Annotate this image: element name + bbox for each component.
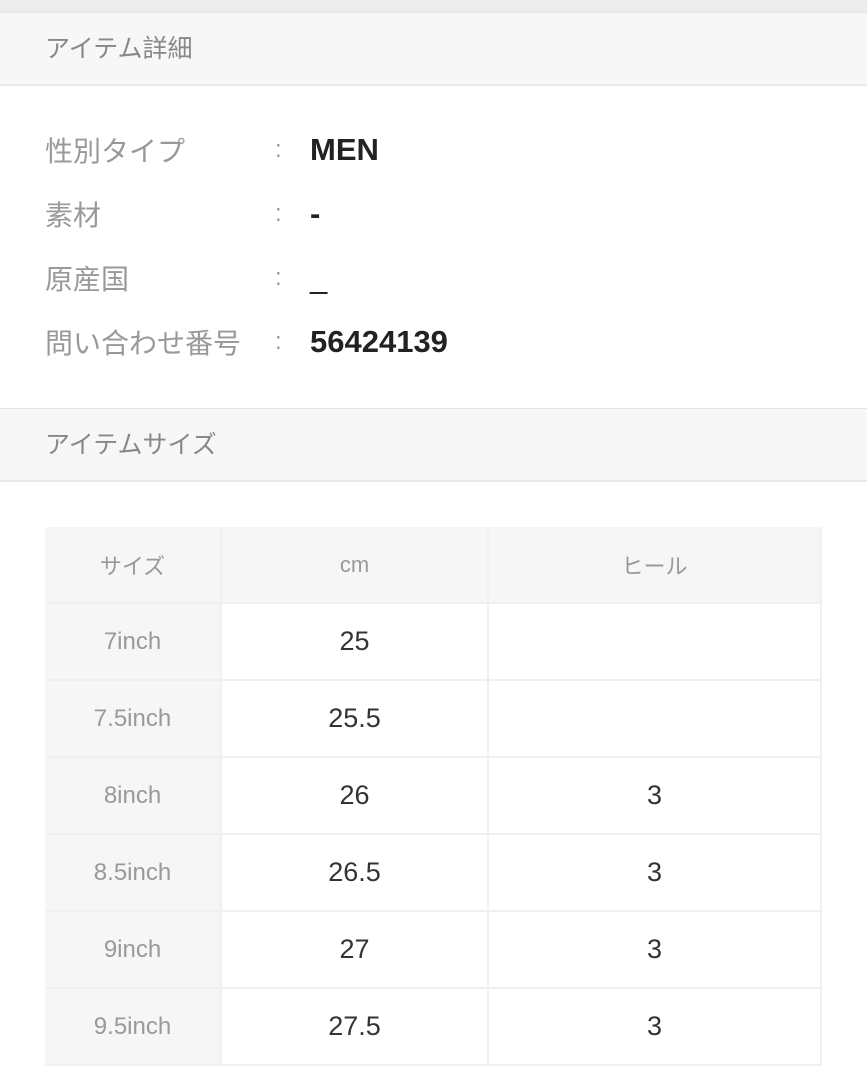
detail-label: 性別タイプ xyxy=(45,136,186,167)
cm-cell: 25 xyxy=(222,604,490,681)
cm-cell: 25.5 xyxy=(222,681,490,758)
table-row: 8.5inch 26.5 3 xyxy=(45,835,822,912)
heel-cell: 3 xyxy=(489,835,822,912)
table-header-row: サイズ cm ヒール xyxy=(45,527,822,604)
heel-cell xyxy=(489,681,822,758)
table-row: 9.5inch 27.5 3 xyxy=(45,989,822,1066)
detail-label: 素材 xyxy=(45,200,102,231)
size-cell: 9inch xyxy=(45,912,222,989)
cm-cell: 27.5 xyxy=(222,989,490,1066)
detail-separator: : xyxy=(275,200,282,227)
heel-cell: 3 xyxy=(489,989,822,1066)
column-header-cm: cm xyxy=(222,527,490,604)
cm-cell: 26.5 xyxy=(222,835,490,912)
detail-separator: : xyxy=(275,264,282,291)
cm-cell: 27 xyxy=(222,912,490,989)
size-cell: 8.5inch xyxy=(45,835,222,912)
heel-cell xyxy=(489,604,822,681)
heel-cell: 3 xyxy=(489,912,822,989)
table-row: 8inch 26 3 xyxy=(45,758,822,835)
column-header-heel: ヒール xyxy=(489,527,822,604)
detail-row-gender: 性別タイプ : MEN xyxy=(45,130,379,170)
column-header-size: サイズ xyxy=(45,527,222,604)
detail-row-material: 素材 : - xyxy=(45,194,320,234)
size-cell: 7inch xyxy=(45,604,222,681)
detail-value: _ xyxy=(310,260,328,295)
item-size-header: アイテムサイズ xyxy=(0,408,867,482)
heel-cell: 3 xyxy=(489,758,822,835)
detail-value: MEN xyxy=(310,132,379,167)
size-table: サイズ cm ヒール 7inch 25 7.5inch 25.5 8inch 26 3 … xyxy=(45,527,822,1066)
detail-label: 原産国 xyxy=(45,264,130,295)
detail-separator: : xyxy=(275,328,282,355)
table-row: 7inch 25 xyxy=(45,604,822,681)
table-row: 7.5inch 25.5 xyxy=(45,681,822,758)
detail-row-origin: 原産国 : _ xyxy=(45,258,327,298)
cm-cell: 26 xyxy=(222,758,490,835)
size-cell: 9.5inch xyxy=(45,989,222,1066)
item-details-header: アイテム詳細 xyxy=(0,12,867,86)
table-row: 9inch 27 3 xyxy=(45,912,822,989)
detail-separator: : xyxy=(275,136,282,163)
detail-value: - xyxy=(310,196,321,231)
size-cell: 7.5inch xyxy=(45,681,222,758)
detail-label: 問い合わせ番号 xyxy=(45,328,242,359)
size-cell: 8inch xyxy=(45,758,222,835)
top-bar xyxy=(0,0,867,12)
detail-value: 56424139 xyxy=(310,324,448,359)
detail-row-inquiry-number: 問い合わせ番号 : 56424139 xyxy=(45,322,448,362)
